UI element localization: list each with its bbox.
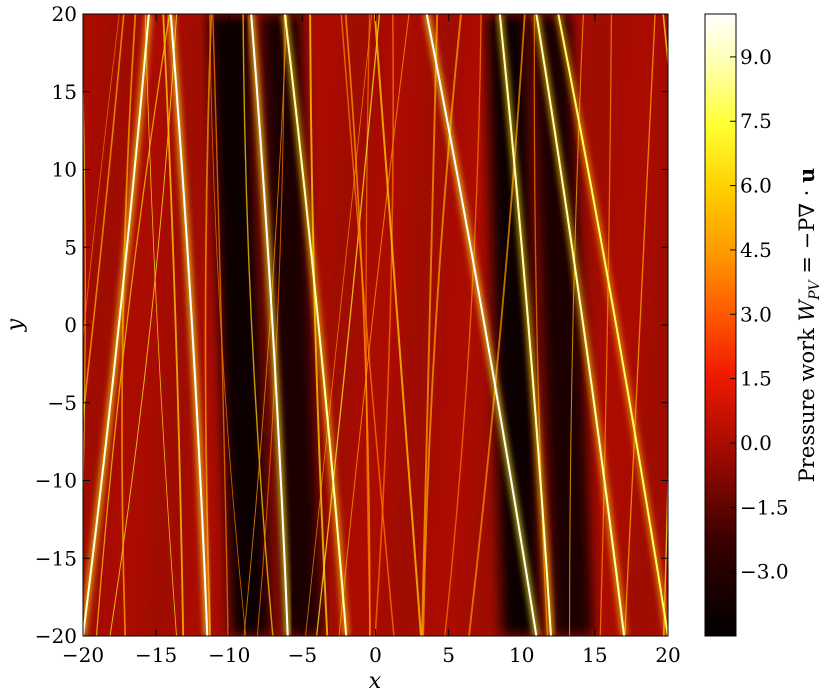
x-tick-label: 20 <box>655 643 680 667</box>
x-tick-label: −10 <box>208 643 250 667</box>
minor-filament <box>95 14 171 636</box>
bright-filament <box>283 14 348 636</box>
minor-filament <box>422 14 462 636</box>
y-tick-label: −20 <box>35 624 77 648</box>
y-tick-label: 15 <box>52 80 77 104</box>
x-tick-label: −5 <box>288 643 317 667</box>
minor-filament <box>256 14 285 636</box>
minor-filament <box>420 14 439 636</box>
bright-filament <box>498 14 552 636</box>
x-tick-label: 5 <box>442 643 455 667</box>
colorbar-tick-label: 3.0 <box>740 302 772 326</box>
colorbar-gradient <box>704 13 737 637</box>
minor-filament <box>338 14 410 636</box>
y-tick-label: 10 <box>52 158 77 182</box>
colorbar-tick-label: −1.5 <box>740 495 789 519</box>
x-tick-label: 10 <box>509 643 534 667</box>
texture-band <box>141 14 222 636</box>
dark-band <box>530 14 594 636</box>
heatmap <box>82 13 669 637</box>
minor-filament <box>340 14 395 636</box>
minor-filament <box>373 14 422 636</box>
y-tick-label: −15 <box>35 546 77 570</box>
colorbar-tick-label: 6.0 <box>740 174 772 198</box>
minor-filament <box>305 14 373 636</box>
x-tick-label: 15 <box>582 643 607 667</box>
y-axis-label: y <box>3 318 28 332</box>
y-tick-label: 0 <box>64 313 77 337</box>
minor-filament <box>315 14 381 636</box>
x-tick-label: −15 <box>135 643 177 667</box>
minor-filament <box>83 14 125 424</box>
y-tick-label: −5 <box>48 391 77 415</box>
y-tick-label: 20 <box>52 2 77 26</box>
heatmap-features <box>83 14 668 636</box>
bright-filament <box>535 14 626 636</box>
texture-band <box>382 14 464 636</box>
minor-filament <box>599 14 613 636</box>
minor-filament <box>374 14 394 636</box>
y-axis: −20 −15 −10 −5 0 5 10 15 20 <box>35 2 668 648</box>
minor-filament <box>212 14 229 636</box>
minor-filament <box>209 14 247 636</box>
minor-filament <box>468 14 526 636</box>
colorbar-tick-label: 9.0 <box>740 45 772 69</box>
colorbar-tick-label: 7.5 <box>740 109 772 133</box>
colorbar: −3.0 −1.5 0.0 1.5 3.0 4.5 6.0 7.5 9.0 Pressure w… <box>704 13 823 637</box>
texture-band <box>624 14 668 636</box>
colorbar-ticks: −3.0 −1.5 0.0 1.5 3.0 4.5 6.0 7.5 9.0 <box>730 45 789 584</box>
y-tick-label: −10 <box>35 469 77 493</box>
colorbar-tick-label: −3.0 <box>740 560 789 584</box>
minor-filament <box>162 14 185 636</box>
bright-filament <box>83 14 150 636</box>
minor-filament <box>242 14 274 636</box>
colorbar-tick-label: 1.5 <box>740 367 772 391</box>
colorbar-label: Pressure work WPV = −P∇ · u <box>794 168 823 483</box>
bright-filament <box>425 14 538 636</box>
minor-filament <box>344 14 371 636</box>
minor-filament <box>121 14 137 636</box>
x-axis-label: x <box>369 669 382 694</box>
dark-band <box>208 14 272 636</box>
colorbar-tick-label: 4.5 <box>740 238 772 262</box>
minor-filament <box>569 14 584 636</box>
dark-band <box>259 14 323 636</box>
colorbar-tick-label: 0.0 <box>740 431 772 455</box>
x-axis: −20 −15 −10 −5 0 5 10 15 20 <box>62 14 681 667</box>
x-tick-label: 0 <box>369 643 382 667</box>
minor-filament <box>624 14 656 636</box>
minor-filament <box>663 453 668 636</box>
minor-filament <box>309 14 329 636</box>
dark-band <box>486 14 543 636</box>
minor-filament <box>444 14 482 636</box>
minor-filament <box>204 14 213 636</box>
minor-filament <box>144 14 177 636</box>
bright-filament <box>557 14 668 636</box>
bright-filament <box>250 14 289 636</box>
x-tick-label: −20 <box>62 643 104 667</box>
y-tick-label: 5 <box>64 235 77 259</box>
bright-filament <box>169 14 209 636</box>
